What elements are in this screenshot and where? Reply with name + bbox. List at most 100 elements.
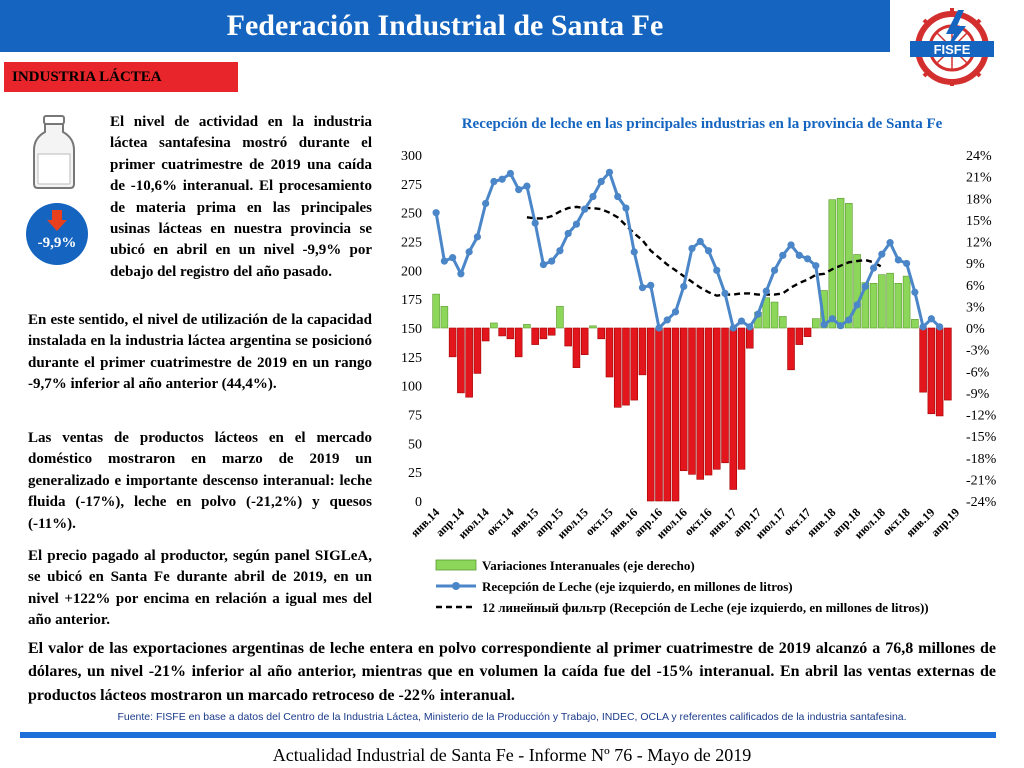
chart-bar — [671, 327, 680, 502]
reception-point — [886, 239, 894, 247]
reception-point — [713, 266, 721, 274]
chart-bar — [729, 327, 738, 490]
trend-value: -9,9% — [37, 235, 77, 251]
y-right-tick-label: 24% — [966, 149, 992, 164]
y-right-tick-label: 12% — [966, 236, 992, 251]
chart-bar — [746, 327, 754, 349]
milk-reception-chart: 0 25 50 75 100 125 150 175 200 225 250 275 300 -24% -2… — [401, 149, 997, 615]
chart-bar — [795, 327, 804, 345]
reception-point — [498, 175, 506, 183]
chart-bar — [473, 327, 482, 374]
reception-point — [597, 177, 605, 186]
legend-label: Recepción de Leche (eje izquierdo, en mi… — [482, 579, 793, 594]
y-right-tick-label: -6% — [966, 365, 990, 380]
reception-point — [704, 247, 713, 255]
section-label: INDUSTRIA LÁCTEA — [12, 69, 162, 85]
y-left-tick-label: 250 — [401, 207, 422, 222]
chart-bar — [721, 327, 729, 464]
chart-bar — [911, 319, 919, 329]
chart-bar — [696, 327, 705, 480]
y-left-tick-label: 175 — [401, 293, 422, 308]
chart-bar — [440, 306, 449, 329]
reception-point — [581, 205, 589, 213]
reception-point — [638, 284, 647, 292]
chart-bar — [688, 327, 696, 475]
legend-bar-swatch — [435, 559, 477, 571]
reception-point — [696, 237, 704, 246]
chart-bar — [638, 327, 647, 376]
y-right-tick-label: 9% — [966, 257, 985, 272]
paragraph-producer-price: El precio pagado al productor, según pan… — [28, 548, 372, 629]
y-right-tick-label: -12% — [966, 409, 997, 424]
chart-bar — [605, 327, 614, 378]
reception-point — [779, 251, 787, 259]
reception-point — [663, 316, 671, 324]
y-left-tick-label: 125 — [401, 351, 422, 366]
chart-bar — [886, 272, 894, 329]
reception-point — [432, 209, 440, 217]
chart-bar — [481, 327, 490, 342]
chart-bar — [919, 327, 927, 393]
chart-bar — [869, 283, 878, 329]
chart-bar — [836, 197, 845, 329]
chart-bar — [803, 327, 812, 337]
chart-bar — [556, 306, 564, 329]
paragraph-domestic-sales: Las ventas de productos lácteos en el me… — [28, 430, 372, 532]
header-bar: Federación Industrial de Santa Fe — [0, 0, 890, 52]
chart-bar — [679, 327, 688, 472]
chart-bar — [622, 327, 630, 406]
y-left-tick-label: 0 — [415, 495, 422, 510]
reception-point — [903, 259, 911, 268]
y-right-tick-label: -24% — [966, 495, 997, 510]
reception-point — [589, 192, 597, 201]
reception-point — [647, 281, 655, 289]
y-right-tick-label: -18% — [966, 452, 997, 467]
reception-point — [770, 266, 779, 274]
chart-bar — [490, 322, 498, 329]
reception-point — [762, 287, 770, 295]
reception-point — [894, 256, 902, 264]
reception-point — [828, 315, 836, 323]
reception-point — [878, 250, 886, 258]
reception-point — [746, 323, 754, 331]
reception-point — [564, 229, 572, 238]
reception-point — [721, 289, 729, 297]
chart-bar — [613, 327, 622, 408]
reception-point — [919, 323, 927, 331]
y-right-tick-label: 15% — [966, 214, 992, 229]
reception-point — [457, 270, 465, 278]
chart-bar — [572, 327, 581, 368]
reception-point — [787, 241, 795, 249]
reception-point — [605, 168, 614, 176]
chart-bar — [655, 327, 663, 502]
reception-point — [630, 248, 638, 256]
reception-point — [936, 323, 944, 331]
chart-bar — [770, 301, 779, 329]
y-right-tick-label: -21% — [966, 473, 997, 488]
reception-point — [548, 257, 556, 265]
chart-bar — [902, 275, 911, 329]
y-right-tick-label: 0% — [966, 322, 985, 337]
paragraph-capacity: En este sentido, el nivel de utilización… — [28, 312, 372, 393]
section-badge: INDUSTRIA LÁCTEA — [4, 62, 238, 92]
reception-point — [482, 199, 490, 208]
chart-bar — [630, 327, 638, 401]
reception-point — [869, 264, 878, 272]
chart-bar — [539, 327, 548, 340]
reception-point — [473, 233, 481, 241]
reception-point — [688, 244, 696, 253]
reception-point — [680, 282, 688, 291]
chart-bar — [498, 327, 506, 337]
chart-bar — [448, 327, 457, 358]
logo-text: FISFE — [934, 42, 971, 57]
reception-point — [531, 219, 539, 227]
chart-bar — [663, 327, 672, 502]
y-left-tick-label: 200 — [401, 264, 422, 279]
chart-bar — [457, 327, 465, 394]
reception-point — [490, 177, 498, 186]
y-left-tick-label: 300 — [401, 149, 422, 164]
chart-bar — [531, 327, 539, 345]
chart-bar — [787, 327, 795, 371]
page-title: Federación Industrial de Santa Fe — [226, 9, 664, 42]
reception-point — [671, 308, 680, 316]
